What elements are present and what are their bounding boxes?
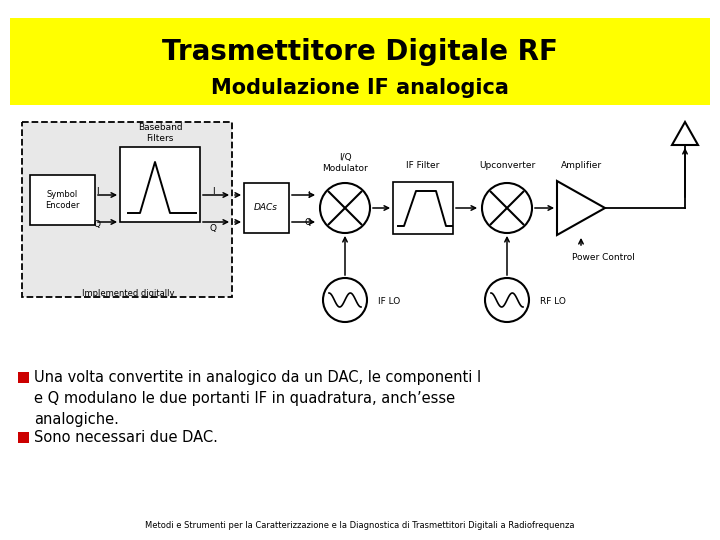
Text: Amplifier: Amplifier [560, 161, 602, 171]
Text: Una volta convertite in analogico da un DAC, le componenti I
e Q modulano le due: Una volta convertite in analogico da un … [34, 370, 481, 427]
Text: IF Filter: IF Filter [406, 161, 440, 171]
Text: Modulazione IF analogica: Modulazione IF analogica [211, 78, 509, 98]
Bar [10, 18, 710, 105]
Text: DACs: DACs [254, 204, 278, 213]
Text: Metodi e Strumenti per la Caratterizzazione e la Diagnostica di Trasmettitori Di: Metodi e Strumenti per la Caratterizzazi… [145, 521, 575, 530]
Bar [30, 175, 95, 225]
Text: Q: Q [210, 224, 217, 233]
Text: Implemented digitally: Implemented digitally [82, 288, 174, 298]
Text: I: I [212, 186, 215, 195]
Text: Power Control: Power Control [572, 253, 634, 262]
Text: I/Q
Modulator: I/Q Modulator [322, 153, 368, 173]
Text: IF LO: IF LO [378, 298, 400, 307]
Text: Upconverter: Upconverter [479, 161, 535, 171]
Text: Trasmettitore Digitale RF: Trasmettitore Digitale RF [162, 38, 558, 66]
Text: Symbol
Encoder: Symbol Encoder [45, 190, 79, 210]
FancyBboxPatch shape [22, 122, 232, 297]
Bar [18, 432, 29, 443]
Text: Q: Q [305, 219, 312, 227]
Bar [120, 147, 200, 222]
Text: I: I [96, 186, 99, 195]
Text: I: I [307, 191, 310, 199]
Bar [244, 183, 289, 233]
Text: Baseband
Filters: Baseband Filters [138, 123, 182, 143]
Text: Q: Q [94, 220, 101, 230]
Text: Sono necessari due DAC.: Sono necessari due DAC. [34, 430, 218, 445]
Bar [18, 372, 29, 383]
Text: RF LO: RF LO [540, 298, 566, 307]
Bar [393, 182, 453, 234]
